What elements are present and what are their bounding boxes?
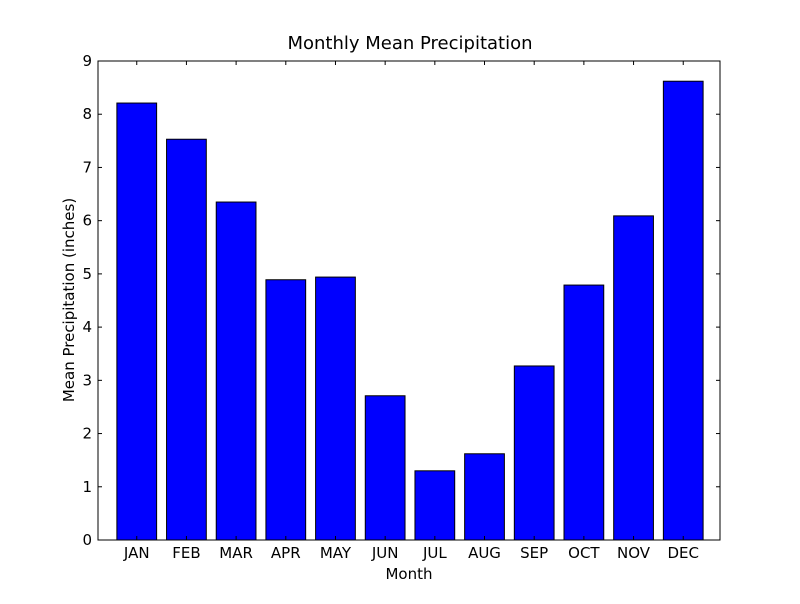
x-tick-label: OCT — [568, 544, 600, 562]
x-tick-label: FEB — [172, 544, 200, 562]
x-tick-label: JUL — [422, 544, 447, 562]
bar-may — [315, 276, 356, 541]
x-axis-label: Month — [385, 565, 432, 583]
y-tick-label: 7 — [82, 158, 92, 176]
y-tick-label: 8 — [82, 105, 92, 123]
y-axis-label: Mean Precipitation (inches) — [60, 198, 78, 402]
y-tick-label: 3 — [82, 371, 92, 389]
y-tick-label: 6 — [82, 212, 92, 230]
bar-jul — [414, 470, 456, 541]
bar-oct — [563, 284, 605, 541]
bar-jun — [364, 395, 406, 541]
y-tick-label: 2 — [82, 425, 92, 443]
x-tick-label: NOV — [617, 544, 651, 562]
bar-apr — [265, 279, 307, 541]
x-tick-label: AUG — [468, 544, 501, 562]
bar-aug — [464, 453, 505, 541]
bar-feb — [166, 138, 207, 541]
x-tick-label: MAY — [320, 544, 352, 562]
bar-nov — [613, 215, 654, 541]
plot-frame — [97, 60, 721, 541]
x-tick-label: MAR — [219, 544, 253, 562]
bar-dec — [662, 80, 704, 541]
bar-mar — [215, 201, 257, 541]
x-tick-label: DEC — [667, 544, 699, 562]
x-tick-label: JAN — [123, 544, 150, 562]
y-tick-label: 9 — [82, 52, 92, 70]
y-tick-label: 0 — [82, 531, 92, 549]
y-tick-label: 5 — [82, 265, 92, 283]
chart-title: Monthly Mean Precipitation — [287, 33, 532, 54]
x-tick-label: JUN — [371, 544, 399, 562]
bar-sep — [513, 365, 555, 541]
bar-jan — [116, 102, 158, 541]
x-tick-label: APR — [271, 544, 301, 562]
y-tick-label: 1 — [82, 478, 92, 496]
y-tick-label: 4 — [82, 318, 92, 336]
x-tick-label: SEP — [520, 544, 548, 562]
